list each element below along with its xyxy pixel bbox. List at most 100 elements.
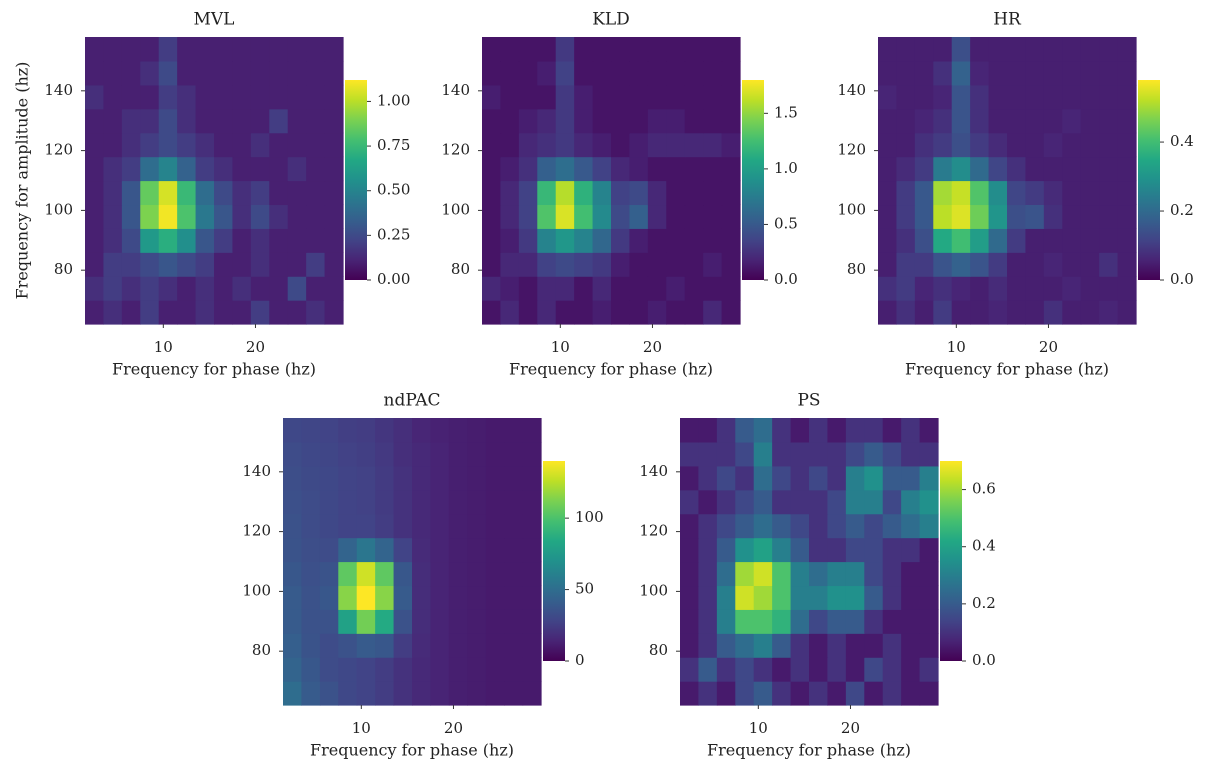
heatmap-cell bbox=[1117, 84, 1137, 110]
heatmap-cell bbox=[287, 156, 307, 182]
heatmap-cell bbox=[684, 132, 704, 158]
heatmap-cell bbox=[232, 228, 252, 253]
heatmap-cell bbox=[951, 84, 971, 110]
heatmap-cell bbox=[85, 252, 105, 277]
heatmap-cell bbox=[666, 132, 686, 158]
heatmap-cell bbox=[140, 180, 160, 206]
heatmap-cell bbox=[537, 156, 557, 182]
heatmap-cell bbox=[951, 276, 971, 301]
heatmap-cell bbox=[485, 681, 505, 706]
heatmap-cell bbox=[232, 156, 252, 182]
heatmap-cell bbox=[448, 633, 468, 658]
heatmap-cell bbox=[103, 276, 123, 301]
heatmap-cell bbox=[592, 300, 612, 325]
heatmap-cell bbox=[158, 84, 178, 110]
y-tick-label: 80 bbox=[54, 260, 73, 278]
heatmap-cell bbox=[250, 300, 270, 325]
colorbar-tick-label: 0.5 bbox=[774, 214, 798, 232]
heatmap-cell bbox=[140, 132, 160, 158]
heatmap-cell bbox=[772, 609, 792, 634]
heatmap-cell bbox=[864, 633, 884, 658]
heatmap-cell bbox=[319, 537, 339, 563]
heatmap-cell bbox=[951, 228, 971, 253]
heatmap-cell bbox=[1099, 156, 1119, 182]
heatmap-cell bbox=[721, 60, 741, 86]
heatmap-cell bbox=[103, 300, 123, 325]
heatmap-cell bbox=[970, 156, 990, 182]
heatmap-cell bbox=[555, 300, 575, 325]
heatmap-cell bbox=[504, 609, 524, 634]
heatmap-cell bbox=[882, 585, 902, 610]
heatmap-cell bbox=[500, 37, 520, 62]
heatmap-cell bbox=[592, 276, 612, 301]
heatmap-cell bbox=[611, 276, 631, 301]
heatmap-cell bbox=[287, 300, 307, 325]
heatmap-cell bbox=[698, 657, 718, 682]
heatmap-cell bbox=[790, 561, 810, 587]
heatmap-cell bbox=[412, 681, 432, 706]
heatmap-cell bbox=[214, 84, 234, 110]
heatmap-cell bbox=[537, 204, 557, 229]
heatmap-cell bbox=[735, 513, 755, 539]
heatmap-cell bbox=[629, 84, 649, 110]
heatmap-cell bbox=[845, 489, 865, 515]
heatmap-cell bbox=[195, 276, 215, 301]
heatmap-cell bbox=[698, 489, 718, 515]
heatmap-cell bbox=[195, 37, 215, 62]
heatmap-cell bbox=[121, 276, 141, 301]
heatmap-cell bbox=[412, 537, 432, 563]
heatmap-cell bbox=[158, 37, 178, 62]
heatmap-cell bbox=[103, 204, 123, 229]
heatmap-cell bbox=[356, 657, 376, 682]
heatmap-cell bbox=[896, 252, 916, 277]
heatmap-cell bbox=[319, 561, 339, 587]
heatmap-cell bbox=[232, 108, 252, 134]
colorbar-tick-label: 0.2 bbox=[1170, 201, 1194, 219]
heatmap-cell bbox=[393, 537, 413, 563]
heatmap-cell bbox=[1080, 252, 1100, 277]
heatmap-cell bbox=[319, 418, 339, 443]
heatmap-cell bbox=[287, 132, 307, 158]
heatmap-cell bbox=[522, 465, 542, 491]
heatmap-cell bbox=[721, 180, 741, 206]
heatmap-cell bbox=[647, 37, 667, 62]
heatmap-cell bbox=[232, 60, 252, 86]
heatmap-cell bbox=[864, 681, 884, 706]
heatmap-cell bbox=[703, 180, 723, 206]
heatmap-cell bbox=[482, 252, 502, 277]
heatmap-cell bbox=[735, 465, 755, 491]
heatmap-cell bbox=[592, 132, 612, 158]
heatmap-cell bbox=[951, 108, 971, 134]
heatmap-cell bbox=[1080, 204, 1100, 229]
heatmap-cell bbox=[1043, 228, 1063, 253]
heatmap-cell bbox=[324, 300, 344, 325]
heatmap-cell bbox=[250, 204, 270, 229]
heatmap-cell bbox=[878, 276, 898, 301]
heatmap-cell bbox=[1080, 108, 1100, 134]
heatmap-cell bbox=[430, 418, 450, 443]
heatmap-cell bbox=[250, 37, 270, 62]
heatmap-cell bbox=[375, 418, 395, 443]
heatmap-cell bbox=[504, 561, 524, 587]
heatmap-cell bbox=[85, 132, 105, 158]
heatmap-cell bbox=[518, 37, 538, 62]
heatmap-cell bbox=[482, 156, 502, 182]
heatmap-cell bbox=[504, 513, 524, 539]
heatmap-cell bbox=[680, 585, 700, 610]
heatmap-cell bbox=[827, 418, 847, 443]
heatmap-cell bbox=[1043, 180, 1063, 206]
heatmap-cell bbox=[324, 228, 344, 253]
heatmap-cell bbox=[647, 204, 667, 229]
heatmap-cell bbox=[809, 657, 829, 682]
heatmap-cell bbox=[140, 300, 160, 325]
heatmap-cell bbox=[482, 37, 502, 62]
heatmap-cell bbox=[970, 60, 990, 86]
heatmap-cell bbox=[611, 204, 631, 229]
heatmap-cell bbox=[356, 585, 376, 610]
heatmap-cell bbox=[753, 513, 773, 539]
heatmap-cell bbox=[896, 108, 916, 134]
heatmap-cell bbox=[772, 513, 792, 539]
heatmap-cell bbox=[448, 489, 468, 515]
heatmap-cell bbox=[827, 561, 847, 587]
